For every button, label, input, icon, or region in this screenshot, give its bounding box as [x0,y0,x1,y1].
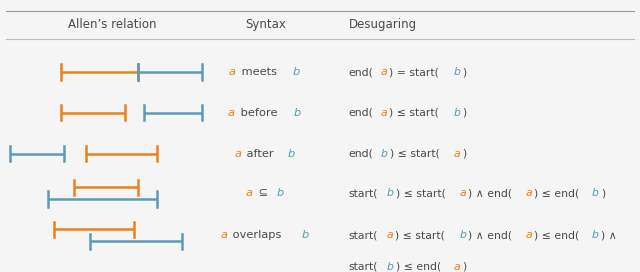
Text: b: b [287,149,295,159]
Text: Allen’s relation: Allen’s relation [68,18,156,31]
Text: b: b [381,149,388,159]
Text: ): ) [462,67,467,77]
Text: ) ≤ end(: ) ≤ end( [534,188,579,198]
Text: ⊆: ⊆ [255,188,271,198]
Text: Desugaring: Desugaring [349,18,417,31]
Text: end(: end( [349,149,374,159]
Text: a: a [454,149,460,159]
Text: b: b [294,108,301,118]
Text: ) ∧ end(: ) ∧ end( [468,230,512,240]
Text: start(: start( [349,230,378,240]
Text: ) ∧: ) ∧ [601,230,616,240]
Text: a: a [460,188,467,198]
Text: b: b [301,230,309,240]
Text: b: b [454,67,460,77]
Text: a: a [220,230,227,240]
Text: a: a [454,262,460,271]
Text: ) ≤ start(: ) ≤ start( [396,230,445,240]
Text: ) ≤ end(: ) ≤ end( [396,262,441,271]
Text: ) ∧ end(: ) ∧ end( [468,188,512,198]
Text: ) ≤ end(: ) ≤ end( [534,230,579,240]
Text: ): ) [462,262,467,271]
Text: a: a [381,108,387,118]
Text: b: b [387,188,394,198]
Text: start(: start( [349,188,378,198]
Text: b: b [454,108,460,118]
Text: end(: end( [349,67,374,77]
Text: a: a [387,230,394,240]
Text: a: a [381,67,387,77]
Text: b: b [460,230,467,240]
Text: overlaps: overlaps [229,230,285,240]
Text: ) ≤ start(: ) ≤ start( [396,188,445,198]
Text: b: b [293,67,300,77]
Text: ): ) [462,108,467,118]
Text: ) ≤ start(: ) ≤ start( [389,108,439,118]
Text: ) = start(: ) = start( [389,67,439,77]
Text: a: a [234,149,241,159]
Text: after: after [243,149,278,159]
Text: ): ) [601,188,605,198]
Text: a: a [228,108,235,118]
Text: a: a [525,188,532,198]
Text: Syntax: Syntax [245,18,286,31]
Text: end(: end( [349,108,374,118]
Text: b: b [387,262,394,271]
Text: a: a [229,67,236,77]
Text: a: a [246,188,253,198]
Text: b: b [592,230,599,240]
Text: b: b [276,188,284,198]
Text: b: b [592,188,599,198]
Text: a: a [525,230,532,240]
Text: meets: meets [238,67,280,77]
Text: ) ≤ start(: ) ≤ start( [390,149,439,159]
Text: before: before [237,108,281,118]
Text: start(: start( [349,262,378,271]
Text: ): ) [462,149,467,159]
